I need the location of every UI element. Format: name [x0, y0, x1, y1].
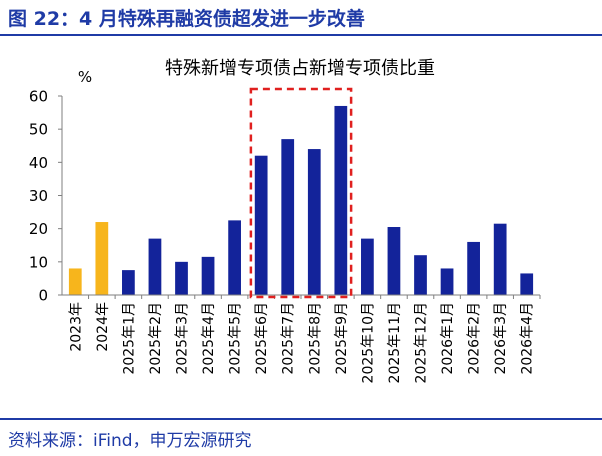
x-tick-label: 2025年3月: [175, 302, 191, 375]
x-tick-label: 2025年12月: [414, 302, 430, 383]
y-tick-label: 30: [29, 187, 48, 205]
x-tick-label: 2025年7月: [281, 302, 297, 375]
bar-2025年12月: [414, 255, 427, 295]
figure-title: 图 22：4 月特殊再融资债超发进一步改善: [8, 8, 365, 30]
x-tick-label: 2025年5月: [228, 302, 244, 375]
bar-2023年: [68, 268, 82, 295]
x-tick-label: 2025年2月: [148, 302, 164, 375]
y-tick-label: 50: [29, 121, 48, 139]
bars: [68, 105, 534, 295]
y-tick-label: 60: [29, 88, 48, 106]
bar-2025年1月: [122, 270, 135, 295]
bar-2025年10月: [361, 238, 374, 295]
x-tick-label: 2025年1月: [121, 302, 137, 375]
x-tick-label: 2026年2月: [467, 302, 483, 375]
x-tick-label: 2025年9月: [334, 302, 350, 375]
bar-2025年11月: [387, 227, 401, 295]
x-axis-labels: 2023年 2024年 2025年1月 2025年2月 2025年3月 2025年4月 20…: [68, 295, 541, 383]
source-rule: [0, 418, 602, 420]
x-tick-label: 2025年8月: [307, 302, 323, 375]
x-tick-label: 2026年1月: [440, 302, 456, 375]
bar-2026年2月: [467, 241, 480, 295]
bar-2025年9月: [334, 105, 348, 295]
x-tick-label: 2025年4月: [201, 302, 217, 375]
bar-2024年: [95, 222, 109, 295]
y-tick-label: 0: [38, 287, 48, 305]
bar-2026年3月: [493, 223, 507, 295]
x-tick-label: 2026年4月: [520, 302, 536, 375]
title-rule: [0, 34, 602, 36]
bar-2026年4月: [520, 273, 534, 295]
x-tick-label: 2025年10月: [360, 302, 376, 383]
x-tick-label: 2025年6月: [254, 302, 270, 375]
bar-2025年2月: [148, 238, 162, 295]
source-note: 资料来源：iFind，申万宏源研究: [8, 431, 252, 451]
x-tick-label: 2026年3月: [493, 302, 509, 375]
y-tick-label: 20: [29, 220, 48, 238]
bar-2025年7月: [281, 139, 295, 295]
bar-2025年3月: [175, 261, 188, 295]
y-tick-label: 40: [29, 154, 48, 172]
x-tick-label: 2025年11月: [387, 302, 403, 383]
highlight-box: [249, 87, 353, 299]
bar-2025年8月: [307, 149, 321, 295]
y-axis-unit-label: %: [78, 68, 92, 86]
bar-2026年1月: [440, 268, 454, 295]
x-tick-label: 2024年: [95, 302, 111, 352]
y-tick-label: 10: [29, 253, 48, 271]
bar-2025年4月: [201, 256, 215, 295]
x-tick-label: 2023年: [68, 302, 84, 352]
bar-2025年6月: [254, 155, 268, 295]
chart-title: 特殊新增专项债占新增专项债比重: [165, 58, 435, 79]
y-axis-ticks: 0 10 20 30 40 50 60: [29, 88, 62, 305]
bar-2025年5月: [228, 220, 241, 295]
